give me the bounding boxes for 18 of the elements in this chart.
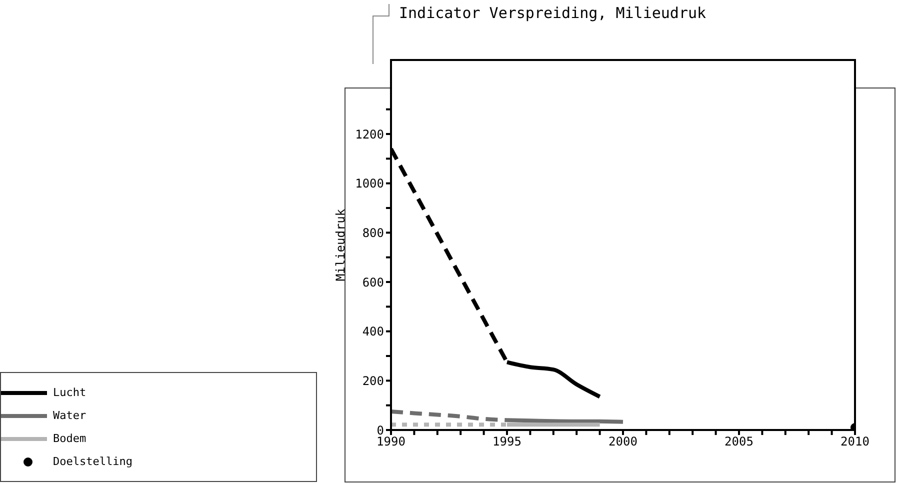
chart-title: Indicator Verspreiding, Milieudruk: [399, 4, 706, 22]
y-tick-label: 600: [362, 275, 384, 290]
x-tick-label: 2010: [840, 434, 870, 449]
y-tick-label: 200: [362, 374, 384, 388]
x-tick-label: 2005: [724, 434, 754, 449]
y-tick-label: 0: [376, 423, 384, 438]
x-tick-label: 2000: [608, 434, 638, 449]
x-tick-label: 1995: [492, 434, 522, 449]
y-tick-label: 1200: [355, 127, 384, 142]
legend-label: Bodem: [53, 432, 86, 445]
x-tick-label: 1990: [376, 434, 406, 449]
legend-label: Water: [53, 409, 86, 422]
y-tick-label: 1000: [355, 176, 384, 191]
y-tick-label: 400: [362, 324, 384, 339]
y-tick-label: 800: [362, 226, 384, 240]
legend-label: Lucht: [53, 386, 86, 399]
legend-label: Doelstelling: [53, 455, 132, 468]
y-axis-title: Milieudruk: [333, 208, 348, 282]
